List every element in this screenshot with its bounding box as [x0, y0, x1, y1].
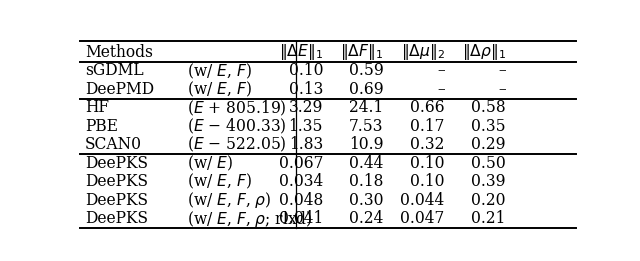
- Text: DeePKS: DeePKS: [85, 192, 148, 209]
- Text: DeePKS: DeePKS: [85, 173, 148, 190]
- Text: 0.59: 0.59: [349, 62, 383, 79]
- Text: 0.047: 0.047: [400, 210, 445, 227]
- Text: 1.35: 1.35: [289, 118, 323, 135]
- Text: 0.21: 0.21: [471, 210, 506, 227]
- Text: 1.83: 1.83: [289, 136, 323, 153]
- Text: 0.44: 0.44: [349, 155, 383, 172]
- Text: Methods: Methods: [85, 44, 153, 61]
- Text: DeePMD: DeePMD: [85, 81, 154, 98]
- Text: 0.10: 0.10: [289, 62, 323, 79]
- Text: 0.58: 0.58: [471, 99, 506, 116]
- Text: DeePKS: DeePKS: [85, 210, 148, 227]
- Text: 0.034: 0.034: [279, 173, 323, 190]
- Text: 3.29: 3.29: [289, 99, 323, 116]
- Text: 0.50: 0.50: [471, 155, 506, 172]
- Text: ($E$ − 522.05): ($E$ − 522.05): [187, 135, 286, 155]
- Text: 0.041: 0.041: [279, 210, 323, 227]
- Text: –: –: [498, 81, 506, 98]
- Text: 0.66: 0.66: [410, 99, 445, 116]
- Text: $\|\Delta F\|_1$: $\|\Delta F\|_1$: [340, 43, 383, 62]
- Text: (w/ $E$, $F$): (w/ $E$, $F$): [187, 80, 252, 99]
- Text: 24.1: 24.1: [349, 99, 383, 116]
- Text: $\|\Delta E\|_1$: $\|\Delta E\|_1$: [279, 43, 323, 62]
- Text: sGDML: sGDML: [85, 62, 143, 79]
- Text: 0.048: 0.048: [279, 192, 323, 209]
- Text: SCAN0: SCAN0: [85, 136, 142, 153]
- Text: 10.9: 10.9: [349, 136, 383, 153]
- Text: 0.067: 0.067: [278, 155, 323, 172]
- Text: 0.30: 0.30: [349, 192, 383, 209]
- Text: 0.17: 0.17: [410, 118, 445, 135]
- Text: DeePKS: DeePKS: [85, 155, 148, 172]
- Text: –: –: [437, 81, 445, 98]
- Text: 0.044: 0.044: [400, 192, 445, 209]
- Text: 0.10: 0.10: [410, 173, 445, 190]
- Text: 0.39: 0.39: [471, 173, 506, 190]
- Text: (w/ $E$, $F$, $\rho$): (w/ $E$, $F$, $\rho$): [187, 190, 271, 210]
- Text: $\|\Delta \mu\|_2$: $\|\Delta \mu\|_2$: [401, 43, 445, 62]
- Text: –: –: [437, 62, 445, 79]
- Text: 0.32: 0.32: [410, 136, 445, 153]
- Text: 0.69: 0.69: [349, 81, 383, 98]
- Text: 0.20: 0.20: [471, 192, 506, 209]
- Text: $\|\Delta \rho\|_1$: $\|\Delta \rho\|_1$: [461, 43, 506, 62]
- Text: 0.18: 0.18: [349, 173, 383, 190]
- Text: 0.24: 0.24: [349, 210, 383, 227]
- Text: HF: HF: [85, 99, 109, 116]
- Text: (w/ $E$, $F$, $\rho$; rlxd): (w/ $E$, $F$, $\rho$; rlxd): [187, 209, 312, 229]
- Text: 7.53: 7.53: [349, 118, 383, 135]
- Text: (w/ $E$, $F$): (w/ $E$, $F$): [187, 61, 252, 81]
- Text: (w/ $E$, $F$): (w/ $E$, $F$): [187, 172, 252, 192]
- Text: PBE: PBE: [85, 118, 118, 135]
- Text: ($E$ + 805.19): ($E$ + 805.19): [187, 98, 286, 117]
- Text: ($E$ − 400.33): ($E$ − 400.33): [187, 117, 286, 136]
- Text: 0.35: 0.35: [471, 118, 506, 135]
- Text: –: –: [498, 62, 506, 79]
- Text: 0.10: 0.10: [410, 155, 445, 172]
- Text: 0.29: 0.29: [471, 136, 506, 153]
- Text: 0.13: 0.13: [289, 81, 323, 98]
- Text: (w/ $E$): (w/ $E$): [187, 154, 233, 173]
